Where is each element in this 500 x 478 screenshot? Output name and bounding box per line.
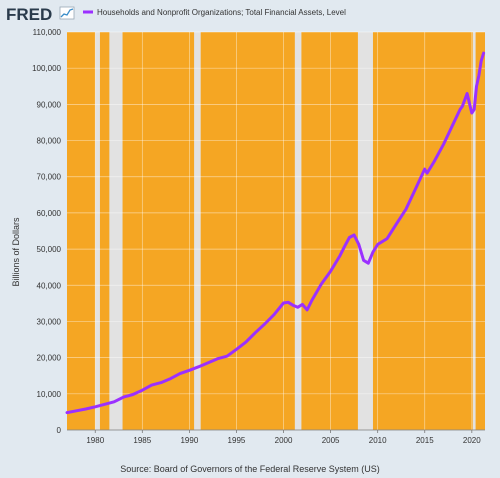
y-tick-label: 80,000 xyxy=(37,137,62,146)
y-tick-label: 50,000 xyxy=(37,245,62,254)
x-tick-label: 2005 xyxy=(322,436,340,445)
fred-logo[interactable]: FRED xyxy=(6,5,75,24)
y-tick-label: 20,000 xyxy=(37,354,62,363)
y-tick-label: 70,000 xyxy=(37,173,62,182)
x-tick-label: 1990 xyxy=(180,436,198,445)
plot-background xyxy=(67,32,485,430)
y-tick-label: 90,000 xyxy=(37,100,62,109)
chart-legend: Households and Nonprofit Organizations; … xyxy=(83,8,346,17)
x-tick-label: 2010 xyxy=(369,436,387,445)
source-note: Source: Board of Governors of the Federa… xyxy=(120,464,380,474)
plot-area xyxy=(65,31,486,431)
y-tick-label: 0 xyxy=(57,426,62,435)
y-tick-label: 110,000 xyxy=(33,28,62,37)
legend-label: Households and Nonprofit Organizations; … xyxy=(97,8,346,17)
grid-lines xyxy=(67,31,485,431)
recession-shading xyxy=(95,32,476,430)
y-tick-label: 40,000 xyxy=(37,281,62,290)
fred-logo-text: FRED xyxy=(6,5,52,24)
x-tick-label: 2000 xyxy=(275,436,293,445)
recession-bar xyxy=(194,32,201,430)
x-tick-label: 1980 xyxy=(86,436,104,445)
x-tick-label: 2020 xyxy=(463,436,481,445)
y-tick-label: 30,000 xyxy=(37,317,62,326)
series-line-total-financial-assets xyxy=(65,51,486,415)
line-chart-icon xyxy=(59,6,75,20)
x-tick-label: 1995 xyxy=(228,436,246,445)
x-tick-label: 2015 xyxy=(416,436,434,445)
recession-bar xyxy=(294,32,302,430)
recession-bar xyxy=(357,32,373,430)
y-tick-label: 100,000 xyxy=(32,64,61,73)
recession-bar xyxy=(472,32,476,430)
recession-bar xyxy=(109,32,123,430)
x-axis-tick-labels: 1980 1985 1990 1995 2000 2005 2010 2015 2020 xyxy=(86,430,481,445)
recession-bar xyxy=(95,32,100,430)
y-tick-label: 60,000 xyxy=(37,209,62,218)
x-tick-label: 1985 xyxy=(133,436,151,445)
y-axis-tick-labels: 0 10,000 20,000 30,000 40,000 50,000 60,000 70,… xyxy=(32,28,61,435)
y-axis-title: Billions of Dollars xyxy=(11,217,21,287)
y-tick-label: 10,000 xyxy=(37,390,62,399)
